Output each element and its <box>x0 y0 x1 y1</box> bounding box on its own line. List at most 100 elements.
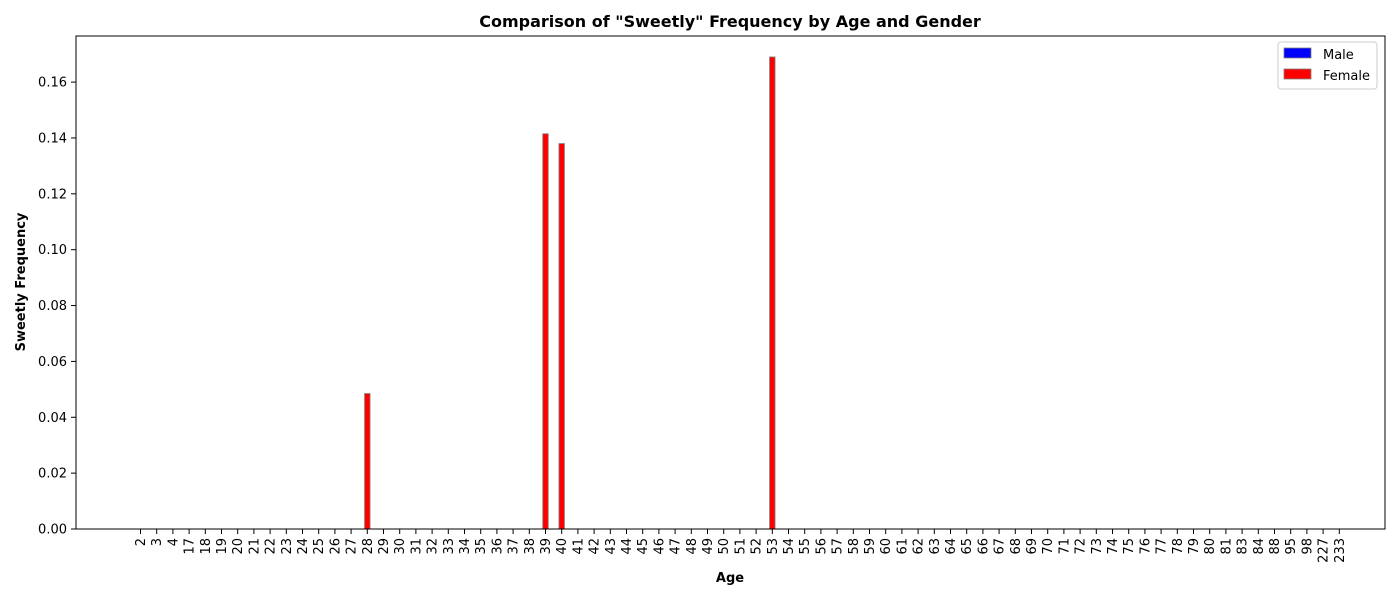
x-tick-label: 24 <box>296 538 311 555</box>
x-tick-label: 72 <box>1074 538 1089 555</box>
legend-label-male: Male <box>1323 48 1354 63</box>
x-tick-label: 43 <box>604 538 619 555</box>
x-tick-label: 57 <box>831 538 846 555</box>
x-tick-label: 62 <box>912 538 927 555</box>
x-tick-label: 50 <box>717 538 732 555</box>
y-tick-label: 0.00 <box>38 523 67 538</box>
x-tick-label: 34 <box>458 538 473 555</box>
y-axis: 0.00 0.02 0.04 0.06 0.08 0.10 0.12 0.14 0.16 <box>38 76 76 538</box>
x-tick-label: 45 <box>636 538 651 555</box>
x-tick-label: 51 <box>733 538 748 555</box>
bar-female-age-28 <box>364 393 371 530</box>
x-tick-label: 88 <box>1268 538 1283 555</box>
x-tick-label: 73 <box>1090 538 1105 555</box>
x-tick-label: 52 <box>750 538 765 555</box>
x-tick-label: 37 <box>507 538 522 555</box>
x-tick-label: 76 <box>1138 538 1153 555</box>
x-tick-label: 56 <box>814 538 829 555</box>
x-tick-label: 81 <box>1219 538 1234 555</box>
x-tick-label: 227 <box>1317 538 1332 563</box>
x-axis-label: Age <box>716 571 744 586</box>
legend: Male Female <box>1277 41 1378 90</box>
x-tick-label: 65 <box>960 538 975 555</box>
y-tick-label: 0.12 <box>38 187 67 202</box>
x-tick-label: 21 <box>247 538 262 555</box>
x-tick-label: 38 <box>523 538 538 555</box>
x-tick-label: 36 <box>490 538 505 555</box>
y-tick-label: 0.16 <box>38 76 67 91</box>
y-tick-label: 0.14 <box>38 131 67 146</box>
x-tick-label: 23 <box>280 538 295 555</box>
x-tick-label: 84 <box>1252 538 1267 555</box>
x-tick-label: 31 <box>409 538 424 555</box>
x-tick-label: 78 <box>1171 538 1186 555</box>
x-tick-label: 39 <box>539 538 554 555</box>
x-tick-label: 74 <box>1106 538 1121 555</box>
x-tick-label: 58 <box>847 538 862 555</box>
x-tick-label: 32 <box>426 538 441 555</box>
x-tick-label: 233 <box>1333 538 1348 563</box>
x-tick-label: 25 <box>312 538 327 555</box>
x-tick-label: 2 <box>134 538 149 546</box>
bars-layer <box>364 56 776 530</box>
x-tick-label: 17 <box>183 538 198 555</box>
x-tick-label: 67 <box>993 538 1008 555</box>
x-tick-label: 54 <box>782 538 797 555</box>
legend-swatch-female <box>1283 68 1312 80</box>
y-tick-label: 0.04 <box>38 411 67 426</box>
x-tick-label: 83 <box>1236 538 1251 555</box>
x-tick-label: 77 <box>1155 538 1170 555</box>
x-tick-label: 44 <box>620 538 635 555</box>
x-tick-label: 41 <box>571 538 586 555</box>
legend-swatch-male <box>1283 47 1312 59</box>
y-tick-label: 0.06 <box>38 355 67 370</box>
x-tick-label: 80 <box>1203 538 1218 555</box>
x-tick-label: 98 <box>1300 538 1315 555</box>
x-tick-label: 18 <box>199 538 214 555</box>
x-tick-label: 26 <box>328 538 343 555</box>
x-tick-label: 69 <box>1025 538 1040 555</box>
x-tick-label: 71 <box>1057 538 1072 555</box>
plot-area-frame <box>75 35 1386 530</box>
bar-female-age-39 <box>542 133 549 530</box>
x-tick-label: 53 <box>766 538 781 555</box>
x-tick-label: 4 <box>166 538 181 546</box>
x-tick-label: 59 <box>863 538 878 555</box>
x-tick-label: 27 <box>345 538 360 555</box>
y-tick-label: 0.02 <box>38 467 67 482</box>
x-tick-label: 49 <box>701 538 716 555</box>
x-tick-label: 68 <box>1009 538 1024 555</box>
x-tick-label: 95 <box>1284 538 1299 555</box>
bar-female-age-40 <box>558 143 565 530</box>
x-axis: 2 3 4 17 18 19 20 21 22 23 24 25 26 27 28 29 30 31 32 33 34 3… <box>134 529 1348 563</box>
x-tick-label: 19 <box>215 538 230 555</box>
x-tick-label: 29 <box>377 538 392 555</box>
x-tick-label: 35 <box>474 538 489 555</box>
x-tick-label: 55 <box>798 538 813 555</box>
x-tick-label: 33 <box>442 538 457 555</box>
legend-label-female: Female <box>1323 69 1370 84</box>
x-tick-label: 79 <box>1187 538 1202 555</box>
x-tick-label: 64 <box>944 538 959 555</box>
x-tick-label: 48 <box>685 538 700 555</box>
x-tick-label: 3 <box>150 538 165 546</box>
x-tick-label: 60 <box>879 538 894 555</box>
x-tick-label: 70 <box>1041 538 1056 555</box>
x-tick-label: 22 <box>264 538 279 555</box>
chart-title: Comparison of "Sweetly" Frequency by Age… <box>479 12 981 31</box>
y-axis-label: Sweetly Frequency <box>14 212 29 351</box>
x-tick-label: 75 <box>1122 538 1137 555</box>
x-tick-label: 28 <box>361 538 376 555</box>
x-tick-label: 47 <box>669 538 684 555</box>
x-tick-label: 40 <box>555 538 570 555</box>
x-tick-label: 61 <box>895 538 910 555</box>
x-tick-label: 66 <box>976 538 991 555</box>
y-tick-label: 0.10 <box>38 243 67 258</box>
x-tick-label: 20 <box>231 538 246 555</box>
x-tick-label: 46 <box>652 538 667 555</box>
x-tick-label: 63 <box>928 538 943 555</box>
x-tick-label: 42 <box>588 538 603 555</box>
y-tick-label: 0.08 <box>38 299 67 314</box>
bar-female-age-53 <box>769 56 776 530</box>
